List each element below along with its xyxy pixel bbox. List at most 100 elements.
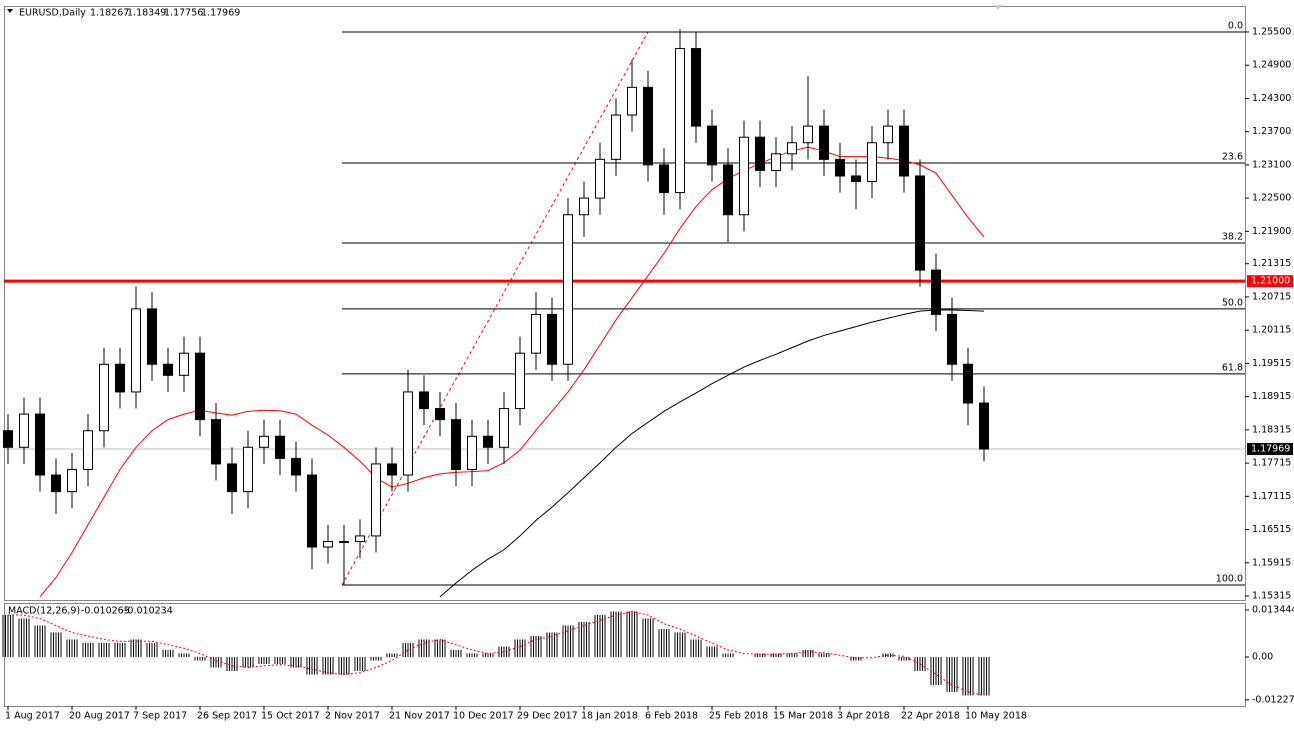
candle-body [499,408,509,448]
candle-body [403,391,413,476]
candle-body [339,540,349,543]
candle-body [771,153,781,171]
y-tick-label: 1.15315 [1252,591,1291,602]
quote-high: 1.18349 [127,8,166,19]
y-tick-label: 1.18315 [1252,424,1291,435]
candle-body [51,474,61,493]
candle-body [3,430,13,448]
candle-body [675,48,685,194]
x-tick-label: 20 Aug 2017 [69,711,130,722]
candle-body [931,269,941,315]
x-tick-label: 10 Dec 2017 [453,711,514,722]
fibo-label: 0.0 [1228,20,1243,31]
candle-body [115,363,125,393]
bid-label: 1.17969 [1251,444,1290,455]
support-label-box [1247,275,1293,288]
candle-body [627,86,637,116]
candle-body [611,114,621,160]
x-tick-label: 7 Sep 2017 [133,711,187,722]
macd-title: MACD(12,26,9) [8,606,80,617]
candle-body [291,457,301,476]
x-tick-label: 26 Sep 2017 [197,711,257,722]
y-tick-label: 1.20115 [1252,325,1291,336]
menu-arrow[interactable] [7,9,13,13]
candle-body [515,352,525,410]
y-tick-label: 0.013444 [1252,604,1294,615]
x-tick-label: 29 Dec 2017 [517,711,578,722]
candle-body [547,313,557,365]
candle-body [147,308,157,365]
fibo-label: 38.2 [1222,232,1243,243]
macd-value: -0.010265 [81,606,130,617]
candle-body [739,136,749,216]
fibo-label: 61.8 [1222,362,1243,373]
candle-body [419,391,429,410]
fibo-label: 23.6 [1222,152,1243,163]
y-tick-label: 1.24300 [1252,93,1291,104]
candle-body [803,125,813,144]
candle-body [323,540,333,548]
candle-body [83,430,93,470]
x-tick-label: 1 Aug 2017 [5,711,60,722]
x-tick-label: 18 Jan 2018 [581,711,638,722]
x-tick-label: 6 Feb 2018 [645,711,698,722]
candle-body [883,125,893,144]
scroll-marker [994,5,1002,10]
candle-body [691,48,701,127]
candle-body [35,413,45,476]
candle-body [947,313,957,365]
candle-body [259,435,269,448]
candle-body [371,463,381,537]
candle-body [195,352,205,421]
y-tick-label: 1.23100 [1252,159,1291,170]
candle-body [355,535,365,542]
candle-body [835,158,845,177]
x-tick-label: 21 Nov 2017 [389,711,450,722]
quote-close: 1.17969 [201,8,240,19]
candle-body [483,435,493,448]
bid-label-box [1247,443,1293,456]
candle-body [531,313,541,354]
y-tick-label: 1.23700 [1252,126,1291,137]
candle-body [99,363,109,432]
y-tick-label: 1.20715 [1252,291,1291,302]
candle-body [275,435,285,459]
y-tick-label: 1.21900 [1252,226,1291,237]
y-tick-label: 1.24900 [1252,60,1291,71]
candle-body [963,363,973,404]
fibo-label: 50.0 [1222,297,1243,308]
candle-body [435,408,445,421]
candle-body [755,136,765,171]
x-tick-label: 2 Nov 2017 [325,711,380,722]
candle-body [707,125,717,166]
x-tick-label: 10 May 2018 [965,711,1027,722]
macd-panel [4,603,1246,707]
y-tick-label: 1.18915 [1252,391,1291,402]
candle-body [819,125,829,160]
price-panel [4,6,1246,601]
x-tick-label: 3 Apr 2018 [837,711,890,722]
y-tick-label: 1.21315 [1252,258,1291,269]
x-tick-label: 25 Feb 2018 [709,711,768,722]
fibo-label: 100.0 [1216,574,1243,585]
candle-body [467,435,477,470]
candle-body [579,197,589,216]
candle-body [659,164,669,194]
candle-body [179,352,189,376]
candle-body [163,363,173,376]
candle-body [787,142,797,155]
candle-body [595,158,605,199]
moving-average [439,309,985,598]
candle-body [851,175,861,183]
quote-open: 1.18267 [90,8,129,19]
candle-body [451,419,461,470]
candle-body [899,125,909,177]
candle-body [307,474,317,548]
candle-body [723,164,733,216]
y-tick-label: 1.19515 [1252,358,1291,369]
candle-body [387,463,397,476]
macd-signal-value: -0.010234 [124,606,173,617]
support-label: 1.21000 [1251,276,1290,287]
